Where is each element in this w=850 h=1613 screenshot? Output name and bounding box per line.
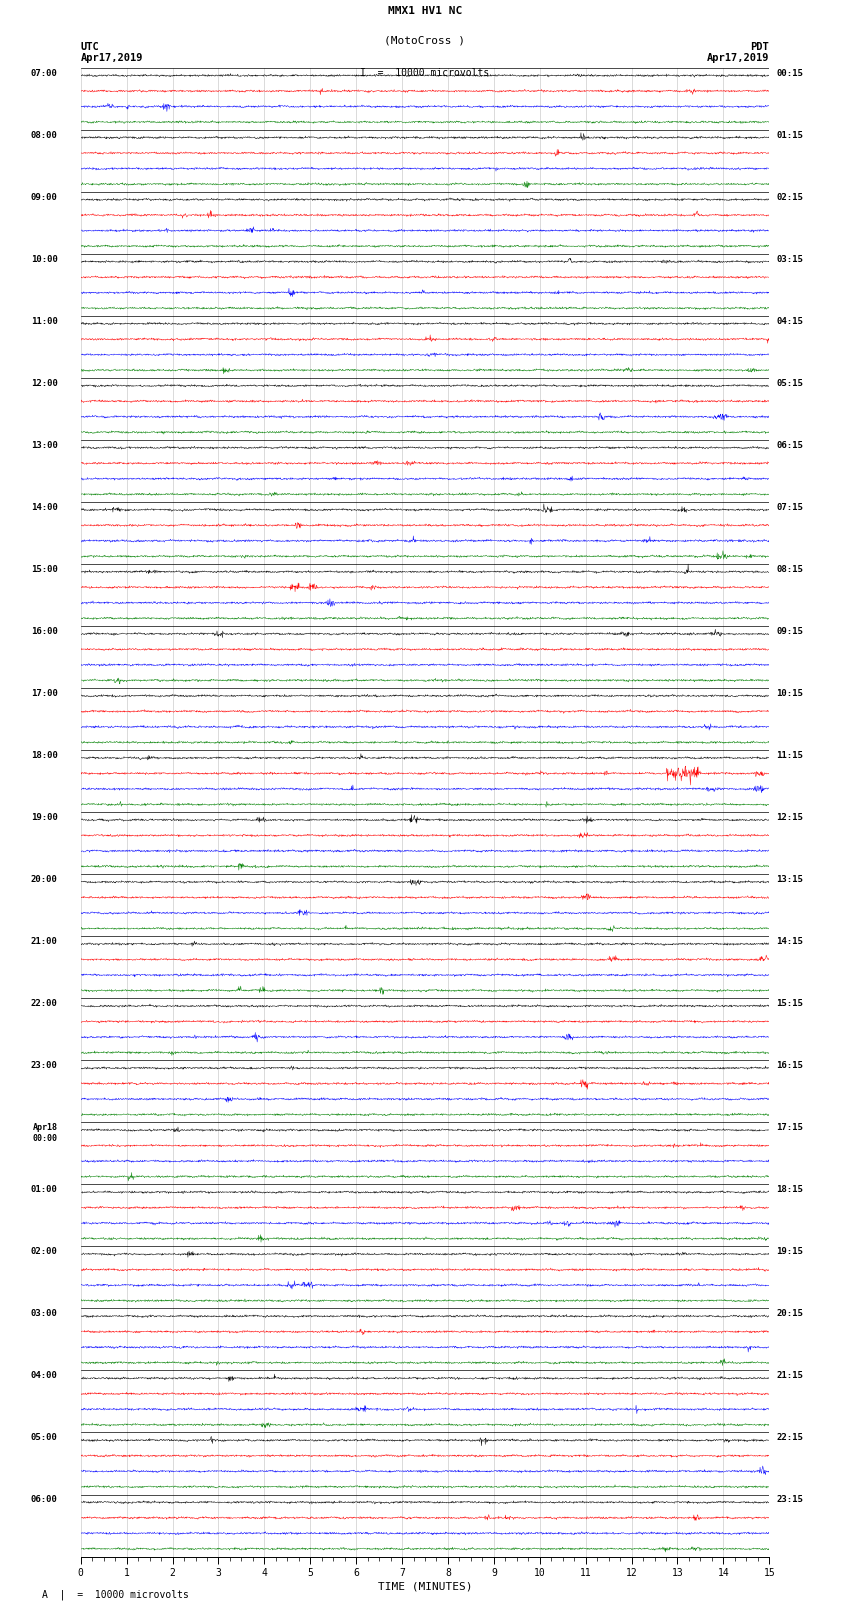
Text: 21:00: 21:00 (31, 937, 58, 945)
Text: 10:00: 10:00 (31, 255, 58, 263)
Text: 11:00: 11:00 (31, 316, 58, 326)
X-axis label: TIME (MINUTES): TIME (MINUTES) (377, 1581, 473, 1590)
Text: 17:15: 17:15 (776, 1123, 803, 1132)
Text: PDT: PDT (751, 42, 769, 52)
Text: 07:00: 07:00 (31, 68, 58, 77)
Text: A  |  =  10000 microvolts: A | = 10000 microvolts (42, 1589, 190, 1600)
Text: 00:15: 00:15 (776, 68, 803, 77)
Text: 01:00: 01:00 (31, 1186, 58, 1194)
Text: 16:15: 16:15 (776, 1061, 803, 1069)
Text: 16:00: 16:00 (31, 627, 58, 636)
Text: 15:15: 15:15 (776, 998, 803, 1008)
Text: 13:15: 13:15 (776, 874, 803, 884)
Text: 17:00: 17:00 (31, 689, 58, 698)
Text: 21:15: 21:15 (776, 1371, 803, 1381)
Text: 02:15: 02:15 (776, 192, 803, 202)
Text: 12:00: 12:00 (31, 379, 58, 387)
Text: 06:15: 06:15 (776, 440, 803, 450)
Text: 04:15: 04:15 (776, 316, 803, 326)
Text: 18:00: 18:00 (31, 752, 58, 760)
Text: 12:15: 12:15 (776, 813, 803, 823)
Text: 00:00: 00:00 (33, 1134, 58, 1144)
Text: 03:00: 03:00 (31, 1310, 58, 1318)
Text: 23:00: 23:00 (31, 1061, 58, 1069)
Text: 18:15: 18:15 (776, 1186, 803, 1194)
Text: 14:15: 14:15 (776, 937, 803, 945)
Text: UTC: UTC (81, 42, 99, 52)
Text: 02:00: 02:00 (31, 1247, 58, 1257)
Text: Apr17,2019: Apr17,2019 (706, 53, 769, 63)
Text: 15:00: 15:00 (31, 565, 58, 574)
Text: 07:15: 07:15 (776, 503, 803, 511)
Text: 09:15: 09:15 (776, 627, 803, 636)
Text: 04:00: 04:00 (31, 1371, 58, 1381)
Text: I  =  10000 microvolts: I = 10000 microvolts (360, 68, 490, 77)
Text: 20:00: 20:00 (31, 874, 58, 884)
Text: 19:00: 19:00 (31, 813, 58, 823)
Text: Apr17,2019: Apr17,2019 (81, 53, 144, 63)
Text: 20:15: 20:15 (776, 1310, 803, 1318)
Text: 23:15: 23:15 (776, 1495, 803, 1505)
Text: Apr18: Apr18 (33, 1123, 58, 1132)
Text: 08:15: 08:15 (776, 565, 803, 574)
Text: MMX1 HV1 NC: MMX1 HV1 NC (388, 5, 462, 16)
Text: 08:00: 08:00 (31, 131, 58, 140)
Text: 05:00: 05:00 (31, 1434, 58, 1442)
Text: 10:15: 10:15 (776, 689, 803, 698)
Text: 05:15: 05:15 (776, 379, 803, 387)
Text: 03:15: 03:15 (776, 255, 803, 263)
Text: 14:00: 14:00 (31, 503, 58, 511)
Text: 13:00: 13:00 (31, 440, 58, 450)
Text: 06:00: 06:00 (31, 1495, 58, 1505)
Text: (MotoCross ): (MotoCross ) (384, 35, 466, 45)
Text: 01:15: 01:15 (776, 131, 803, 140)
Text: 11:15: 11:15 (776, 752, 803, 760)
Text: 09:00: 09:00 (31, 192, 58, 202)
Text: 22:00: 22:00 (31, 998, 58, 1008)
Text: 19:15: 19:15 (776, 1247, 803, 1257)
Text: 22:15: 22:15 (776, 1434, 803, 1442)
